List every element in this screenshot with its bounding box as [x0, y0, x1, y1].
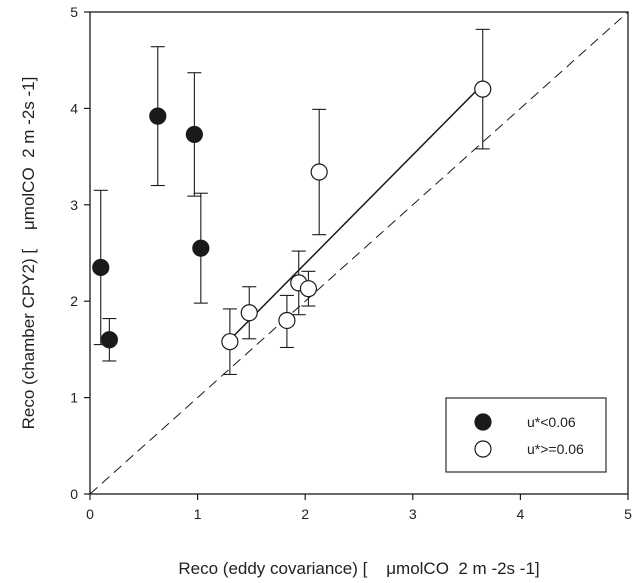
- x-tick-label: 4: [517, 506, 525, 522]
- x-axis-title: Reco (eddy covariance) [ μmolCO 2 m -2s …: [178, 559, 539, 578]
- regression-line: [229, 83, 484, 341]
- legend-marker-series-0: [474, 413, 492, 431]
- data-point-series-1: [240, 304, 258, 322]
- data-point-series-0: [185, 125, 203, 144]
- y-tick-label: 3: [70, 197, 78, 213]
- x-tick-label: 3: [409, 506, 417, 522]
- x-tick-label: 1: [194, 506, 202, 522]
- data-point-series-1: [221, 333, 239, 351]
- one-to-one-line: [89, 11, 629, 495]
- y-tick-label: 2: [70, 293, 78, 309]
- y-tick-label: 5: [70, 4, 78, 20]
- x-tick-label: 0: [86, 506, 94, 522]
- data-point-series-0: [92, 258, 110, 277]
- legend-label-series-0: u*<0.06: [527, 414, 576, 430]
- legend-marker-series-1: [474, 440, 492, 458]
- data-point-series-1: [299, 280, 318, 298]
- data-point-series-0: [149, 107, 167, 125]
- y-tick-label: 4: [70, 100, 78, 116]
- data-point-series-1: [278, 311, 296, 330]
- x-tick-label: 2: [301, 506, 309, 522]
- axis-ticks: 0 1 2 3 4 5 0 1 2 3 4 5: [70, 4, 632, 522]
- y-axis-title: Reco (chamber CPY2) [ μmolCO 2 m -2s -1]: [19, 77, 38, 430]
- legend: u*<0.06 u*>=0.06: [445, 397, 607, 473]
- data-points: [92, 80, 492, 351]
- data-point-series-1: [310, 163, 328, 181]
- reference-lines: [89, 11, 629, 495]
- x-tick-label: 5: [624, 506, 632, 522]
- plot-frame: [89, 11, 629, 495]
- legend-label-series-1: u*>=0.06: [527, 441, 584, 457]
- data-point-series-0: [192, 239, 210, 257]
- y-tick-label: 0: [70, 486, 78, 502]
- data-point-series-1: [474, 80, 492, 98]
- data-point-series-0: [100, 331, 118, 349]
- y-tick-label: 1: [70, 390, 78, 406]
- legend-box: [445, 397, 607, 473]
